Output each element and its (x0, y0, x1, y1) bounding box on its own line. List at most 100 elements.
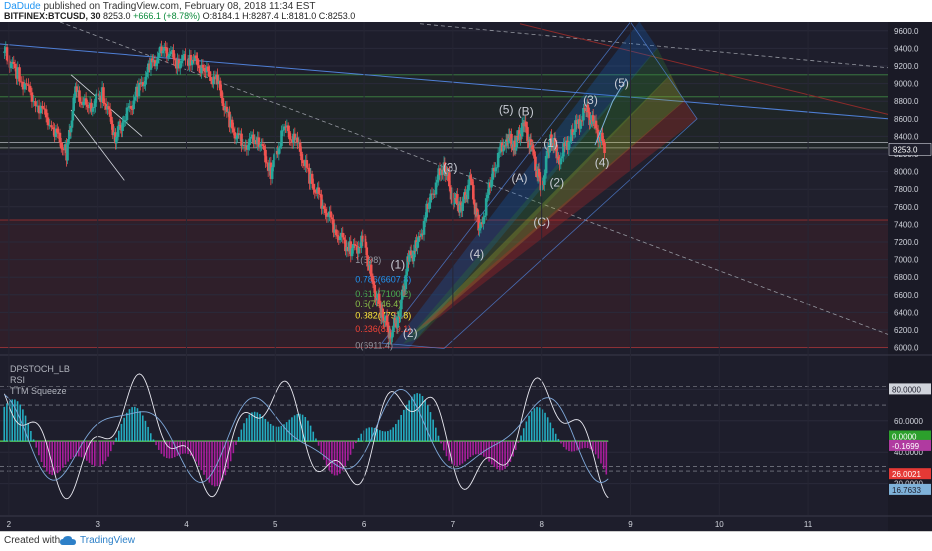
candle-body (184, 54, 187, 61)
candle-body (510, 133, 513, 147)
histogram-bar (469, 441, 472, 457)
histogram-bar (411, 396, 413, 442)
histogram-bar (530, 411, 533, 442)
candle-body (189, 54, 193, 66)
histogram-bar (397, 419, 400, 442)
candle-body (471, 181, 474, 186)
wave-label: (5) (614, 76, 629, 90)
histogram-bar (141, 415, 144, 442)
last-price: 8253.0 (103, 11, 131, 21)
candle-body (514, 147, 518, 150)
candle-body (366, 255, 369, 267)
x-tick-label: 2 (7, 520, 12, 529)
candle-body (582, 108, 585, 121)
candle-body (563, 143, 567, 147)
candle-body (238, 133, 242, 136)
candle-body (456, 193, 459, 206)
candle-body (237, 133, 241, 136)
histogram-bar (102, 441, 104, 465)
created-with-text: Created with (4, 535, 61, 546)
candle-body (176, 59, 179, 69)
histogram-bar (309, 425, 312, 442)
candle-body (146, 63, 150, 73)
histogram-bar (437, 435, 440, 442)
candle-body (16, 67, 20, 79)
candle-body (360, 235, 363, 248)
candle-body (336, 235, 339, 237)
histogram-bar (117, 430, 120, 442)
histogram-bar (498, 441, 501, 471)
candle-body (123, 120, 126, 122)
candle-body (149, 58, 153, 70)
candle-body (420, 233, 423, 237)
wave-label: (3) (443, 161, 458, 175)
candle-body (274, 151, 278, 154)
histogram-bar (360, 433, 363, 442)
candle-body (284, 126, 287, 128)
histogram-bar (419, 393, 421, 442)
candle-body (88, 102, 92, 109)
histogram-bar (256, 412, 259, 442)
wave-label: (B) (518, 104, 534, 118)
candle-body (302, 163, 306, 167)
histogram-bar (291, 417, 293, 442)
candle-body (41, 105, 44, 109)
candle-body (11, 61, 14, 64)
histogram-bar (355, 441, 357, 444)
histogram-bar (379, 430, 381, 442)
candle-body (178, 63, 182, 69)
candle-body (545, 155, 549, 157)
histogram-bar (104, 441, 107, 462)
histogram-bar (32, 439, 35, 442)
histogram-bar (522, 428, 525, 442)
candle-body (558, 160, 561, 165)
candle-body (152, 60, 155, 63)
candle-body (148, 63, 151, 70)
histogram-bar (280, 425, 283, 442)
candle-body (418, 236, 422, 238)
histogram-bar (288, 419, 291, 442)
tradingview-brand[interactable]: TradingView (80, 535, 136, 546)
wave-label: (2) (403, 326, 418, 340)
last-price-marker (888, 143, 932, 156)
candle-body (555, 144, 559, 159)
candle-body (529, 139, 533, 146)
projection-line (594, 78, 627, 146)
candle-body (133, 97, 137, 101)
candle-body (213, 76, 217, 80)
histogram-bar (565, 441, 568, 450)
histogram-bar (131, 407, 133, 442)
osc-value-label: -0.1699 (892, 442, 920, 451)
chart-canvas[interactable]: 1(598)0.786(6607.8)0.618(7100.2)0.5(7446… (0, 22, 932, 531)
wave-label: (1) (390, 257, 405, 271)
candle-body (158, 46, 162, 53)
candle-body (353, 243, 357, 245)
histogram-bar (546, 417, 549, 442)
candle-body (316, 187, 319, 194)
candle-body (37, 105, 41, 114)
histogram-bar (293, 415, 296, 442)
candle-body (225, 106, 229, 112)
candle-body (500, 143, 504, 152)
histogram-bar (554, 433, 557, 442)
candle-body (260, 144, 263, 146)
histogram-bar (352, 441, 355, 449)
candle-body (443, 162, 447, 171)
candle-body (71, 110, 75, 121)
candle-body (417, 236, 420, 242)
histogram-bar (229, 441, 232, 462)
candle-body (363, 238, 367, 242)
histogram-bar (219, 441, 221, 485)
histogram-bar (35, 441, 38, 448)
candle-body (143, 84, 146, 87)
candle-body (46, 117, 50, 126)
candle-body (486, 194, 489, 199)
candle-body (86, 104, 89, 107)
candle-body (595, 128, 599, 130)
histogram-bar (221, 441, 224, 481)
candle-body (193, 55, 197, 61)
candle-body (498, 152, 501, 154)
sr-band (0, 74, 888, 150)
author-link[interactable]: DaDude (4, 1, 41, 12)
osc-legend-label: RSI (10, 375, 25, 385)
